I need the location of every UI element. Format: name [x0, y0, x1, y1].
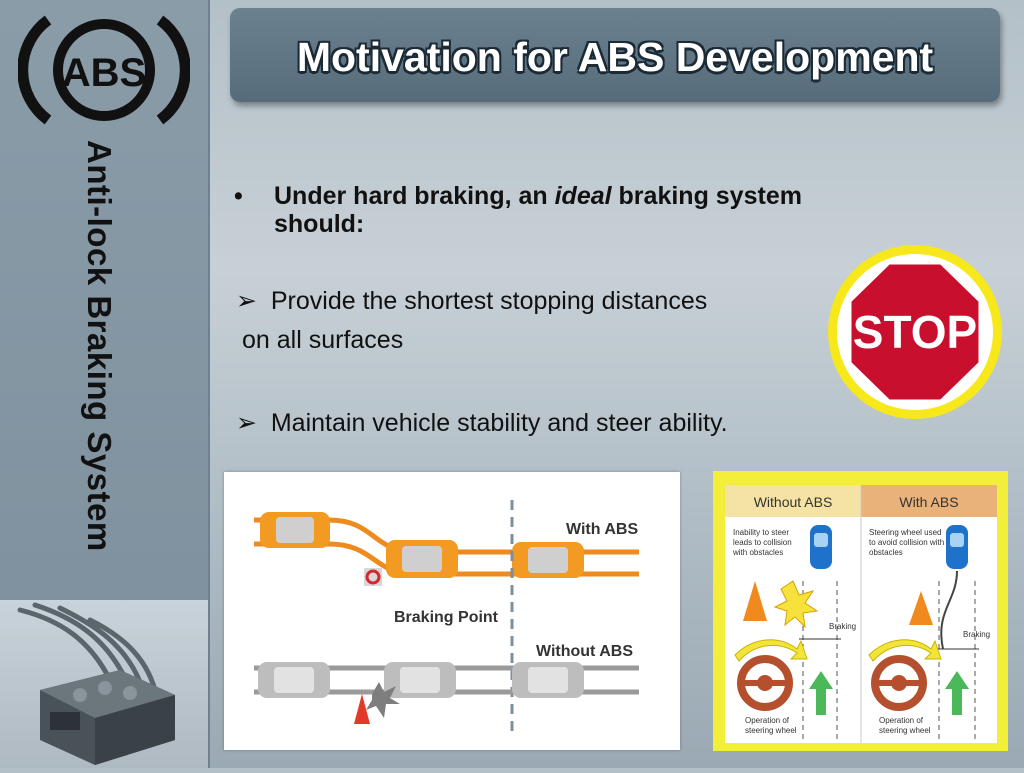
- arrow-bullet-icon: ➢: [236, 287, 257, 315]
- up-arrow-icon: [945, 671, 969, 715]
- desc-right-1: Steering wheel used: [869, 528, 942, 537]
- side-title: Anti-lock Braking System: [81, 140, 118, 552]
- curved-arrow-icon: [734, 639, 808, 662]
- slide-title: Motivation for ABS Development: [296, 34, 934, 80]
- braking-label-right: Braking: [963, 630, 990, 639]
- arrow-bullet-icon: ➢: [236, 409, 257, 437]
- up-arrow-icon: [809, 671, 833, 715]
- car-icon: [386, 540, 458, 578]
- desc-left-2: leads to collision: [733, 538, 792, 547]
- point-1-line1: Provide the shortest stopping distances: [270, 287, 708, 315]
- desc-right-2: to avoid collision with: [869, 538, 944, 547]
- cone-icon: [909, 591, 933, 625]
- braking-label-left: Braking: [829, 622, 856, 631]
- bullet-text-before: Under hard braking, an: [274, 182, 555, 210]
- desc-left-1: Inability to steer: [733, 528, 789, 537]
- stop-text: STOP: [853, 306, 977, 358]
- braking-path-diagram: With ABS Braking Point Without ABS: [224, 472, 680, 750]
- crash-icon: [354, 682, 400, 724]
- car-icon: [260, 512, 330, 548]
- abs-logo-text: ABS: [62, 51, 146, 95]
- without-abs-label: Without ABS: [536, 643, 633, 660]
- operation-left-2: steering wheel: [745, 726, 797, 735]
- operation-right-2: steering wheel: [879, 726, 931, 735]
- abs-module-image: [0, 600, 208, 768]
- car-icon: [384, 662, 456, 698]
- abs-comparison-diagram: Without ABS With ABS Inability to steer …: [713, 471, 1008, 751]
- curved-arrow-icon: [868, 639, 942, 662]
- header-without-abs: Without ABS: [754, 494, 833, 510]
- cone-icon: [743, 581, 767, 621]
- abs-warning-icon: ABS: [18, 15, 190, 125]
- with-abs-label: With ABS: [566, 521, 638, 538]
- bullet-symbol: •: [234, 182, 243, 210]
- crash-icon: [773, 580, 819, 629]
- obstacle-icon: [364, 568, 382, 586]
- title-bar: Motivation for ABS Development: [230, 8, 1000, 102]
- point-2-line1: Maintain vehicle stability and steer abi…: [270, 409, 728, 437]
- stop-sign-icon: STOP: [826, 243, 1004, 426]
- point-1-line2: on all surfaces: [242, 326, 404, 354]
- braking-point-label: Braking Point: [394, 609, 499, 626]
- point-2: ➢ Maintain vehicle stability and steer a…: [236, 408, 728, 438]
- desc-right-3: obstacles: [869, 548, 903, 557]
- desc-left-3: with obstacles: [732, 548, 783, 557]
- bullet-text-emphasis: ideal: [554, 182, 612, 210]
- operation-right-1: Operation of: [879, 716, 924, 725]
- bullet-text-after: braking system should:: [274, 182, 802, 238]
- point-1: ➢ Provide the shortest stopping distance…: [236, 286, 707, 316]
- car-icon: [810, 525, 832, 569]
- header-with-abs: With ABS: [899, 494, 958, 510]
- car-icon: [512, 542, 584, 578]
- car-icon: [512, 662, 584, 698]
- car-icon: [258, 662, 330, 698]
- main-bullet: • Under hard braking, an ideal braking s…: [234, 182, 884, 238]
- car-icon: [946, 525, 968, 569]
- steering-wheel-icon: [737, 655, 793, 711]
- steering-wheel-icon: [871, 655, 927, 711]
- operation-left-1: Operation of: [745, 716, 790, 725]
